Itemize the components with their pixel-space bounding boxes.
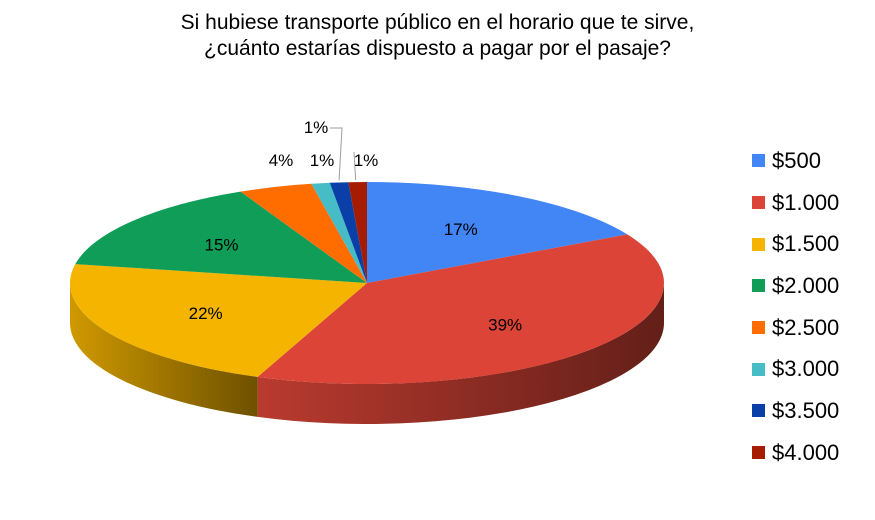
legend-label: $500	[772, 147, 821, 173]
legend-label: $1.500	[772, 231, 840, 257]
pie-slice	[257, 234, 664, 385]
pie-slice-label: 39%	[488, 315, 522, 334]
legend-swatch	[752, 154, 765, 168]
legend-swatch	[752, 404, 765, 418]
pie-slice	[367, 182, 628, 283]
pie-leader-lines	[330, 127, 357, 181]
legend-item: $4.000	[752, 432, 839, 474]
legend-item: $2.500	[752, 307, 839, 349]
legend-swatch	[752, 321, 765, 335]
legend-item: $1.500	[752, 223, 839, 265]
pie-leader-line	[353, 151, 357, 181]
pie-slice	[75, 191, 368, 283]
pie-slice-label: 4%	[269, 151, 294, 170]
pie-slice-label: 1%	[354, 151, 379, 170]
chart-title-line-1: Si hubiese transporte público en el hora…	[180, 11, 695, 34]
legend-swatch	[752, 279, 765, 293]
legend-swatch	[752, 196, 765, 210]
legend: $500 $1.000 $1.500 $2.000 $2.500 $3.000 …	[752, 140, 839, 474]
pie-slice-label: 1%	[304, 118, 329, 137]
pie-leader-line	[330, 127, 343, 181]
legend-swatch	[752, 362, 765, 376]
chart-title-line-2: ¿cuánto estarías dispuesto a pagar por e…	[204, 37, 671, 60]
pie-slice	[329, 182, 367, 283]
legend-label: $2.000	[772, 272, 840, 298]
pie-slice	[240, 183, 367, 283]
chart-title: Si hubiese transporte público en el hora…	[0, 10, 875, 62]
pie-side-slice	[257, 283, 664, 424]
legend-label: $3.000	[772, 356, 840, 382]
pie-side-slice	[70, 283, 258, 417]
pie-slice	[70, 264, 367, 377]
legend-item: $3.500	[752, 390, 839, 432]
legend-label: $1.000	[772, 189, 840, 215]
legend-item: $500	[752, 140, 839, 182]
legend-label: $4.000	[772, 439, 840, 465]
legend-label: $3.500	[772, 397, 840, 423]
pie-slice	[311, 182, 367, 283]
pie-side-faces	[70, 283, 664, 424]
pie-top-faces	[70, 182, 664, 385]
pie-slice-label: 17%	[444, 220, 478, 239]
pie-slice-labels: 17% 39% 22% 15% 4% 1% 1% 1%	[189, 118, 523, 334]
legend-item: $2.000	[752, 265, 839, 307]
pie-slice	[348, 182, 367, 283]
legend-swatch	[752, 446, 765, 460]
legend-label: $2.500	[772, 314, 840, 340]
pie-slice-label: 15%	[204, 236, 238, 255]
legend-swatch	[752, 237, 765, 251]
legend-item: $1.000	[752, 182, 839, 224]
pie-slice-label: 22%	[189, 304, 223, 323]
legend-item: $3.000	[752, 348, 839, 390]
pie-slice-label: 1%	[310, 151, 335, 170]
